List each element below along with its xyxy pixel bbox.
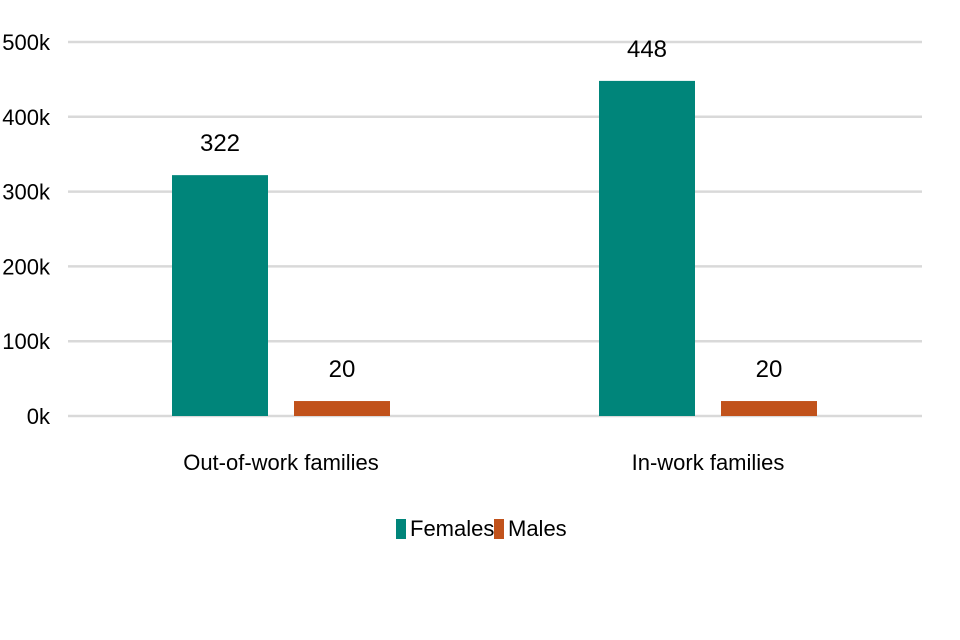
bar-males-2 <box>721 401 817 416</box>
bar-females-2 <box>599 80 695 417</box>
data-label-males-2: 20 <box>756 356 783 383</box>
legend-label-males: Males <box>508 516 567 541</box>
x-axis-category-labels: Out-of-work families In-work families <box>183 450 784 475</box>
legend-swatch-males <box>494 519 504 539</box>
category-label: Out-of-work families <box>183 450 379 475</box>
y-tick-label: 100k <box>2 329 51 354</box>
y-tick-label: 300k <box>2 180 51 205</box>
legend-label-females: Females <box>410 516 494 541</box>
data-label-females-2: 448 <box>627 36 667 63</box>
legend-swatch-females <box>396 519 406 539</box>
y-axis-tick-labels: 0k 100k 200k 300k 400k 500k <box>2 30 51 429</box>
data-label-females-1: 322 <box>200 130 240 157</box>
bar-females-1 <box>172 175 268 416</box>
data-label-males-1: 20 <box>329 356 356 383</box>
bars <box>172 80 817 417</box>
y-tick-label: 400k <box>2 105 51 130</box>
y-tick-label: 200k <box>2 254 51 279</box>
bar-males-1 <box>294 401 390 416</box>
data-labels: 322 448 20 20 <box>200 36 782 383</box>
legend: Females Males <box>396 516 567 541</box>
y-tick-label: 0k <box>27 404 51 429</box>
category-label: In-work families <box>632 450 785 475</box>
y-tick-label: 500k <box>2 30 51 55</box>
